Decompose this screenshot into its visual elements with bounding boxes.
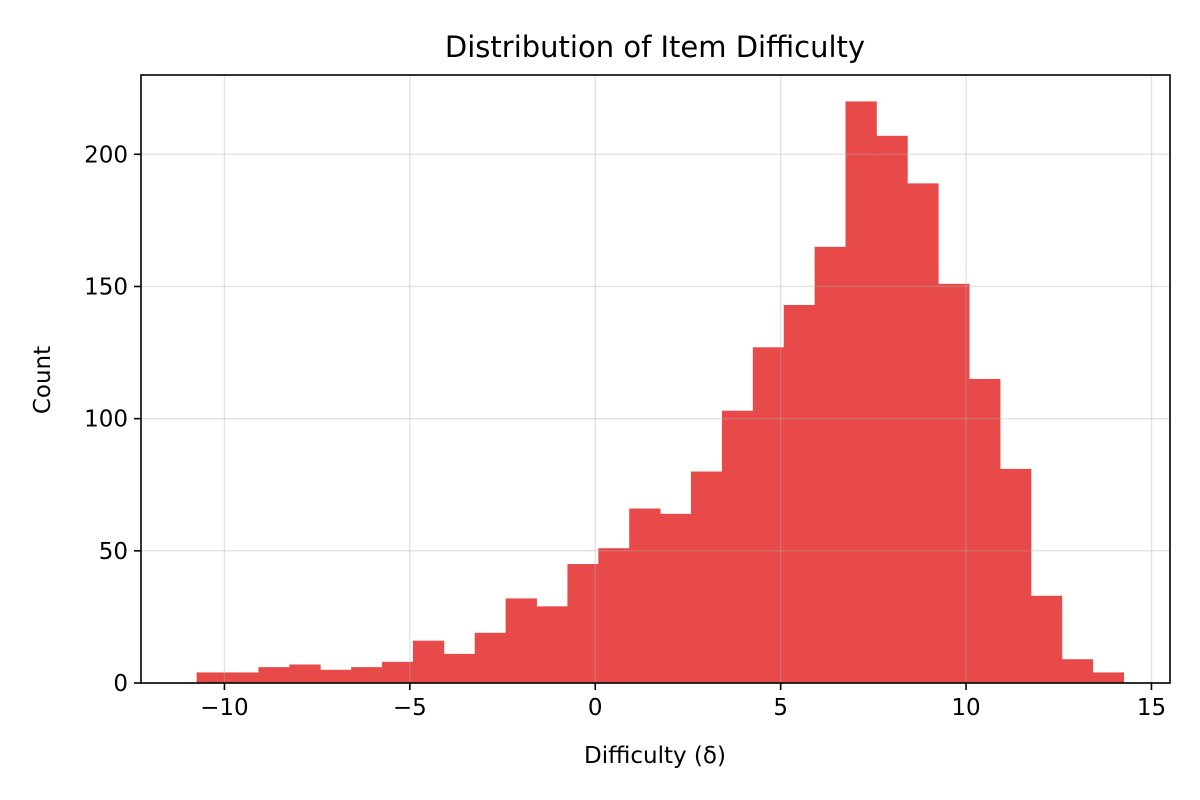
plot-frame (140, 74, 1171, 684)
histogram-bar (598, 548, 630, 683)
histogram-bar (320, 669, 352, 683)
x-tick-label: 5 (773, 695, 788, 721)
histogram-bar (1000, 468, 1032, 683)
histogram-bar (783, 304, 816, 683)
histogram-bar (907, 183, 939, 683)
histogram-bar (412, 640, 445, 683)
histogram-bar (474, 632, 507, 683)
y-axis-label: Count (30, 346, 56, 414)
x-axis-label: Difficulty (δ) (584, 743, 726, 769)
histogram-bars (196, 101, 1125, 684)
x-tick-label: −10 (200, 695, 249, 721)
histogram-bar (752, 347, 785, 683)
histogram-bar (1061, 659, 1094, 683)
histogram-bar (382, 661, 414, 683)
histogram-bar (660, 513, 692, 683)
y-tick-label: 0 (113, 671, 128, 697)
histogram-bar (567, 564, 599, 683)
histogram-bar (227, 672, 259, 683)
histogram-bar (351, 667, 383, 683)
chart-title: Distribution of Item Difficulty (445, 30, 865, 64)
x-tick-label: 0 (588, 695, 603, 721)
histogram-bar (1030, 595, 1063, 683)
histogram-bar (845, 101, 877, 684)
histogram-bar (1092, 672, 1125, 683)
histogram-bar (196, 672, 228, 683)
x-tick-label: 15 (1137, 695, 1166, 721)
histogram-bar (258, 667, 290, 683)
histogram-bar (814, 246, 846, 683)
x-tick-label: 10 (951, 695, 980, 721)
histogram-bar (629, 508, 661, 683)
histogram-bar (289, 664, 321, 683)
histogram-bar (443, 653, 476, 683)
histogram-bar (876, 135, 908, 684)
histogram-bar (691, 471, 723, 683)
histogram-bar (721, 410, 754, 683)
y-tick-label: 150 (84, 274, 128, 300)
histogram-bar (938, 283, 970, 683)
histogram-bar (969, 379, 1001, 683)
y-tick-label: 50 (99, 539, 128, 565)
y-tick-label: 100 (84, 407, 128, 433)
y-tick-label: 200 (84, 142, 128, 168)
x-tick-label: −5 (393, 695, 427, 721)
histogram-bar (536, 606, 568, 683)
histogram-bar (505, 598, 537, 683)
